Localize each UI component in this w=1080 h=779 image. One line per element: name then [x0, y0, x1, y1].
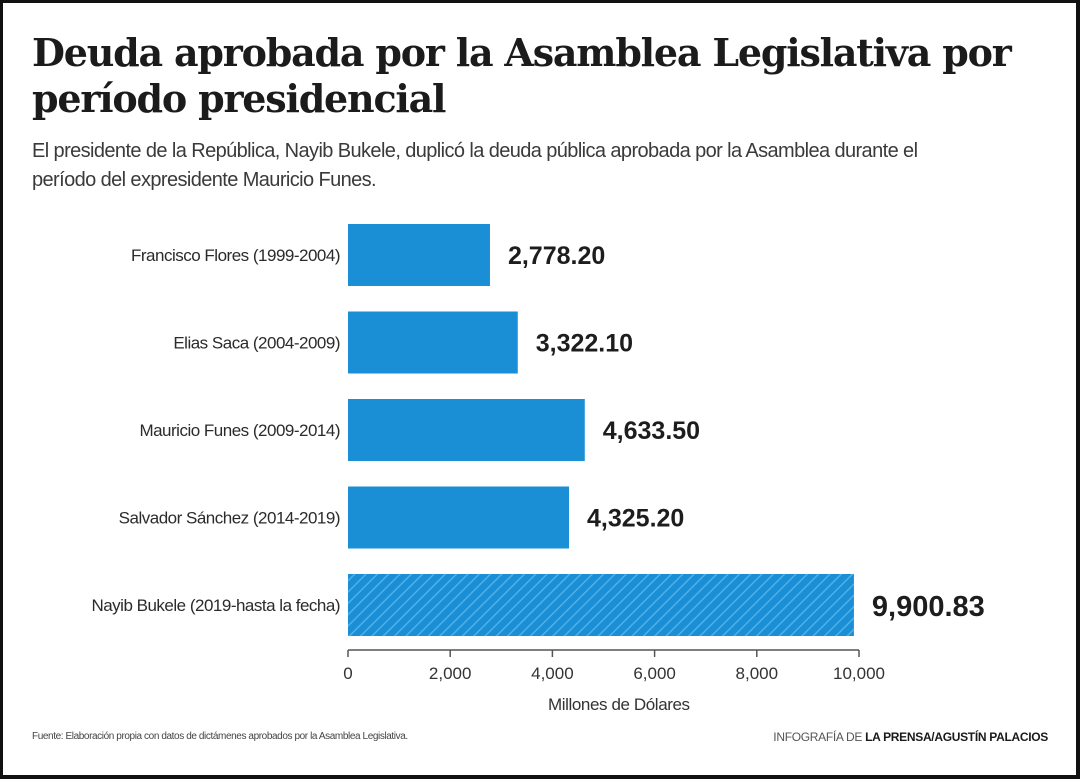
- chart-title: Deuda aprobada por la Asamblea Legislati…: [32, 30, 1012, 121]
- x-axis-title: Millones de Dólares: [548, 695, 690, 714]
- chart-subtitle: El presidente de la República, Nayib Buk…: [32, 140, 918, 191]
- bar: [348, 399, 585, 461]
- x-tick-label: 6,000: [633, 664, 676, 683]
- x-tick-label: 8,000: [736, 664, 779, 683]
- category-label: Nayib Bukele (2019-hasta la fecha): [91, 596, 340, 615]
- category-label: Mauricio Funes (2009-2014): [139, 421, 340, 440]
- source-note: Fuente: Elaboración propia con datos de …: [32, 731, 408, 742]
- value-label: 4,633.50: [603, 417, 700, 445]
- category-label: Salvador Sánchez (2014-2019): [119, 509, 340, 528]
- credit-name: LA PRENSA/AGUSTÍN PALACIOS: [865, 730, 1048, 744]
- value-label: 9,900.83: [872, 591, 985, 623]
- value-label: 2,778.20: [508, 242, 605, 270]
- value-label: 3,322.10: [536, 330, 633, 358]
- category-label: Elias Saca (2004-2009): [173, 334, 340, 353]
- x-tick-label: 2,000: [429, 664, 472, 683]
- credit-line: INFOGRAFÍA DE LA PRENSA/AGUSTÍN PALACIOS: [773, 730, 1048, 744]
- bars: [348, 224, 854, 636]
- x-tick-label: 10,000: [833, 664, 885, 683]
- x-tick-label: 0: [343, 664, 352, 683]
- bar: [348, 486, 570, 549]
- bar: [348, 224, 490, 286]
- value-label: 4,325.20: [587, 505, 684, 533]
- category-label: Francisco Flores (1999-2004): [131, 246, 340, 265]
- x-axis: 0 2,000 4,000 6,000 8,000 10,000: [343, 649, 885, 683]
- bar: [348, 311, 518, 374]
- bar: [348, 574, 854, 636]
- x-tick-label: 4,000: [531, 664, 574, 683]
- value-labels: 2,778.20 3,322.10 4,633.50 4,325.20 9,900.83: [508, 242, 985, 623]
- credit-prefix: INFOGRAFÍA DE: [773, 730, 866, 744]
- category-labels: Francisco Flores (1999-2004) Elias Saca (…: [91, 246, 340, 615]
